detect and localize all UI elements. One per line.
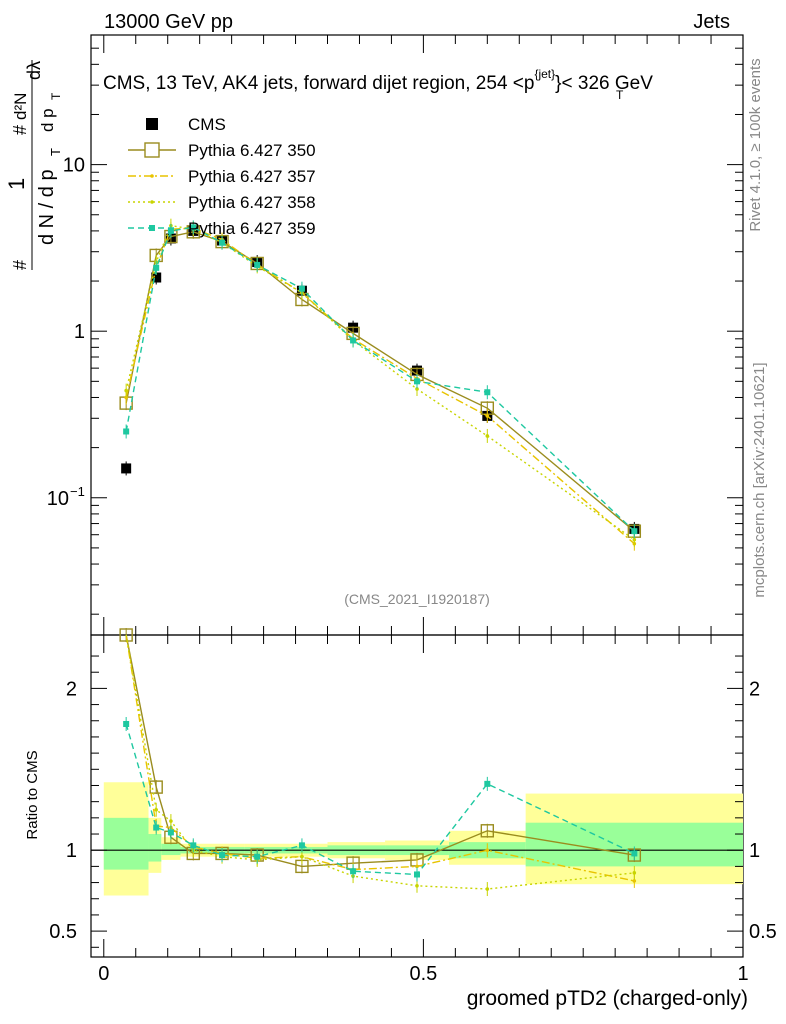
ratio-pythia-6-427-350-point-1 [149,780,163,794]
band-inner-2 [161,843,181,856]
analysis-watermark: (CMS_2021_I1920187) [344,591,490,607]
ratio-series-group [119,628,642,897]
ratio-y-tick-label-0: 0.5 [49,921,77,943]
ratio-ylabel: Ratio to CMS [24,750,41,839]
legend-item-cms-label: CMS [188,115,226,134]
main-pythia-6-427-358-point-10 [632,537,637,542]
legend-item-pythia-6-427-359-label: Pythia 6.427 359 [188,219,316,238]
ratio-y-tick-label-1: 1 [66,840,77,862]
ratio-pythia-6-427-358-point-8 [415,884,419,888]
ratio-pythia-6-427-359-point-0 [123,720,130,727]
y-tick-label-0: 10 [47,488,69,510]
mcplots-label: mcplots.cern.ch [arXiv:2401.10621] [751,362,768,597]
ratio-pythia-6-427-359-point-9 [484,780,491,787]
legend-item-pythia-6-427-357-label: Pythia 6.427 357 [188,167,316,186]
main-pythia-6-427-359-point-5 [254,261,261,268]
legend-item-pythia-6-427-359-marker [149,225,155,231]
plot-title-sub: T [616,88,624,102]
ratio-y-tick-label-right-0: 0.5 [749,921,777,943]
main-pythia-6-427-358-line [125,224,635,541]
ratio-pythia-6-427-359-point-4 [219,852,226,859]
ylabel-frac-num: d²N [11,93,30,120]
ratio-pythia-6-427-358-line [125,634,635,890]
main-pythia-6-427-358-point-0 [124,388,128,393]
legend-item-pythia-6-427-350-label: Pythia 6.427 350 [188,141,316,160]
rivet-version-label: Rivet 4.1.0, ≥ 100k events [747,58,764,231]
ylabel-hash2: # [10,125,30,135]
plot-title-end: }< 326 GeV [555,73,653,94]
ylabel-hash: # [10,260,30,270]
ratio-pythia-6-427-350-point-0 [119,628,133,642]
plot-title-sup: {jet} [534,67,555,81]
ratio-pythia-6-427-358-point-9 [485,887,490,891]
main-pythia-6-427-359-point-4 [219,239,226,246]
ratio-pythia-6-427-357-point-9 [485,848,490,853]
main-pythia-6-427-357-line [125,227,635,545]
y-tick-label-2: 10 [63,155,85,177]
main-pythia-6-427-357-point-9 [485,414,490,418]
ratio-y-tick-label-2: 2 [66,678,77,700]
ratio-pythia-6-427-359-point-5 [254,853,261,860]
main-cms-point-0 [121,463,132,474]
ratio-pythia-6-427-357-point-8 [415,864,419,869]
y-tick-label-exp-0: −1 [70,484,85,499]
legend-item-pythia-6-427-358-label: Pythia 6.427 358 [188,193,316,212]
main-pythia-6-427-359-point-2 [167,227,174,234]
ylabel-dlambda: dλ [24,61,44,80]
ylabel-frac-den-sub: T [49,92,63,100]
ylabel-sub: T [48,148,63,156]
main-pythia-6-427-359-point-9 [484,389,491,396]
main-ylabel: # 1 d N / d p T # d²N d p T dλ [4,60,63,270]
ratio-pythia-6-427-357-point-10 [632,879,637,883]
main-pythia-6-427-358-point-8 [415,387,419,391]
ratio-pythia-6-427-350-point-9 [480,824,495,838]
header-jets-label: Jets [693,11,730,33]
ratio-pythia-6-427-358-point-10 [632,871,637,875]
main-pythia-6-427-359-point-7 [350,337,357,344]
ratio-pythia-6-427-358-point-1 [154,807,158,812]
legend-item-pythia-6-427-357-marker [150,174,154,178]
ratio-pythia-6-427-358-point-6 [300,854,304,859]
x-axis-label: groomed pTD2 (charged-only) [467,987,748,1010]
x-tick-label-1: 0.5 [409,963,437,985]
main-pythia-6-427-359-point-10 [631,528,638,535]
legend-item-pythia-6-427-358-marker [150,200,154,204]
ratio-y-tick-label-right-2: 2 [749,678,760,700]
x-tick-label-0: 0 [98,963,109,985]
ratio-pythia-6-427-359-point-10 [631,850,638,857]
y-tick-label-1: 1 [74,321,85,343]
legend: CMS Pythia 6.427 350 Pythia 6.427 357 Pythi… [128,115,316,238]
main-pythia-6-427-359-point-3 [190,224,197,231]
main-pythia-6-427-359-point-0 [123,428,130,435]
main-pythia-6-427-359-point-6 [298,285,305,292]
main-series-group [119,218,642,551]
ratio-pythia-6-427-359-point-7 [350,868,357,875]
ratio-pythia-6-427-359-point-8 [414,871,420,878]
plot-title-main: CMS, 13 TeV, AK4 jets, forward dijet reg… [103,73,534,94]
ratio-y-tick-label-right-1: 1 [749,840,760,862]
legend-item-cms-marker [146,118,158,130]
main-cms-point-1 [151,272,162,283]
plot-title: CMS, 13 TeV, AK4 jets, forward dijet reg… [103,67,653,94]
legend-item-pythia-6-427-350-marker [144,142,160,158]
ylabel-frac-den: d p [38,108,57,132]
ratio-pythia-6-427-358-point-2 [169,819,173,823]
main-pythia-6-427-358-point-9 [485,434,490,438]
x-tick-label-2: 1 [737,963,748,985]
main-pythia-6-427-359-point-8 [414,378,420,385]
header-energy-label: 13000 GeV pp [104,11,233,33]
band-inner-1 [148,834,162,862]
ylabel-one: 1 [4,178,29,190]
ratio-pythia-6-427-359-point-2 [167,829,174,836]
band-inner-0 [103,817,149,870]
ratio-pythia-6-427-357-line [125,634,635,882]
ratio-pythia-6-427-359-point-6 [298,842,305,849]
ratio-pythia-6-427-359-point-3 [190,842,197,849]
main-pythia-6-427-359-point-1 [153,264,160,271]
ylabel-dN: d N / d p [36,169,58,245]
ratio-pythia-6-427-359-point-1 [153,824,160,831]
